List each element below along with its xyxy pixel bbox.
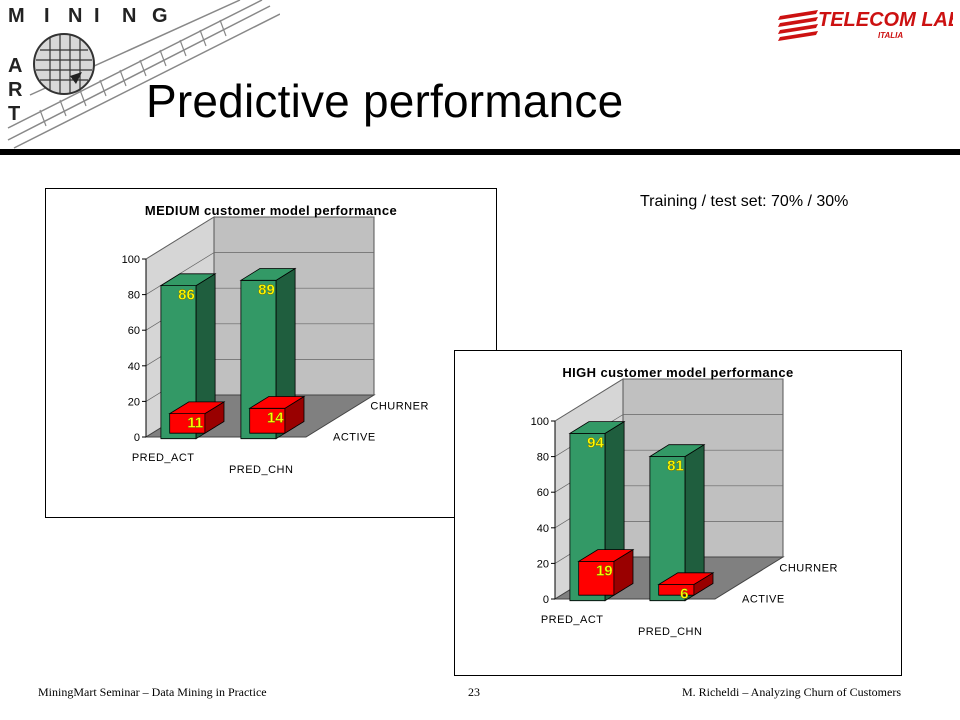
chart-1-data-label: 19 — [596, 562, 613, 579]
chart-1-category-label: PRED_CHN — [638, 626, 703, 638]
medium-customer-chart: 0 20 40 60 80 100 86 89 11 14 PRED_ACT PRED_CHN CHUR… — [45, 188, 497, 518]
mining-mart-logo: M I N I N G A R T — [7, 0, 280, 149]
chart-1-gridline — [554, 378, 783, 422]
chart-1-title: HIGH customer model performance — [562, 365, 793, 380]
chart-1-category-label: PRED_ACT — [541, 614, 604, 626]
chart-1-bar-churner-pred_chn — [648, 443, 706, 602]
chart-1-series-label: CHURNER — [779, 562, 838, 574]
chart-0-y-tick-label: 0 — [134, 432, 140, 444]
chart-0-y-tick-label: 40 — [128, 361, 140, 373]
logo-letter: N — [122, 5, 136, 27]
telecom-italia-text: ITALIA — [878, 31, 903, 40]
chart-1-y-tick-label: 20 — [537, 558, 549, 570]
chart-1-y-tick-label: 100 — [531, 416, 549, 428]
globe-icon — [33, 33, 95, 95]
footer-page-number: 23 — [468, 685, 480, 699]
chart-0-bar-active-pred_chn — [248, 395, 306, 434]
logo-letter: I — [94, 5, 100, 27]
footer-author-text: M. Richeldi – Analyzing Churn of Custome… — [682, 685, 901, 699]
logo-letter-m: M — [8, 5, 25, 27]
chart-0-data-label: 14 — [267, 409, 284, 426]
chart-0-category-label: PRED_CHN — [229, 464, 294, 476]
chart-0-bar-active-pred_act — [168, 401, 226, 434]
high-customer-chart: 0 20 40 60 80 100 94 81 19 6 PRED_ACT PRED_CHN CHURN… — [454, 350, 902, 676]
logo-letter: N — [68, 5, 82, 27]
chart-0-y-tick-label: 80 — [128, 290, 140, 302]
chart-1-bar-active-pred_chn — [657, 572, 715, 596]
title-divider — [0, 149, 960, 155]
chart-0-category-label: PRED_ACT — [132, 452, 195, 464]
telecom-lab-text: TELECOM LAB — [818, 9, 953, 31]
page-title: Predictive performance — [146, 75, 624, 127]
footer-seminar-text: MiningMart Seminar – Data Mining in Prac… — [38, 685, 267, 699]
chart-0-data-label: 11 — [187, 415, 203, 432]
chart-1-plot: 0 20 40 60 80 100 94 81 19 6 PRED_ACT PRED_CHN CHURN… — [531, 378, 838, 638]
telecom-lab-logo: TELECOM LAB ITALIA — [778, 9, 953, 41]
chart-1-y-tick-label: 80 — [537, 452, 549, 464]
chart-0-series-label: CHURNER — [370, 400, 429, 412]
chart-1-y-tick-label: 60 — [537, 487, 549, 499]
chart-1-data-label: 6 — [680, 586, 688, 603]
training-split-text: Training / test set: 70% / 30% — [640, 193, 849, 210]
logo-letter: T — [8, 103, 20, 125]
chart-0-y-tick-label: 100 — [122, 254, 140, 266]
chart-0-data-label: 86 — [178, 287, 195, 304]
chart-0-title: MEDIUM customer model performance — [145, 203, 397, 218]
chart-1-data-label: 81 — [667, 458, 684, 475]
chart-1-data-label: 94 — [587, 434, 604, 451]
chart-0-bar-churner-pred_act — [159, 273, 217, 440]
chart-0-y-tick-label: 60 — [128, 325, 140, 337]
chart-1-y-tick-label: 0 — [543, 594, 549, 606]
chart-1-series-label: ACTIVE — [742, 594, 785, 606]
telecom-stripes-icon — [778, 10, 818, 41]
chart-0-data-label: 89 — [258, 281, 275, 298]
chart-0-gridline — [145, 216, 374, 260]
logo-letter: R — [8, 79, 23, 101]
chart-0-series-label: ACTIVE — [333, 432, 376, 444]
logo-letter: I — [44, 5, 50, 27]
chart-0-y-tick-label: 20 — [128, 396, 140, 408]
chart-1-y-tick-label: 40 — [537, 523, 549, 535]
logo-letter: A — [8, 55, 22, 77]
chart-1-bar-active-pred_act — [577, 548, 635, 596]
chart-0-plot: 0 20 40 60 80 100 86 89 11 14 PRED_ACT PRED_CHN CHUR… — [122, 216, 429, 476]
logo-letter: G — [152, 5, 168, 27]
